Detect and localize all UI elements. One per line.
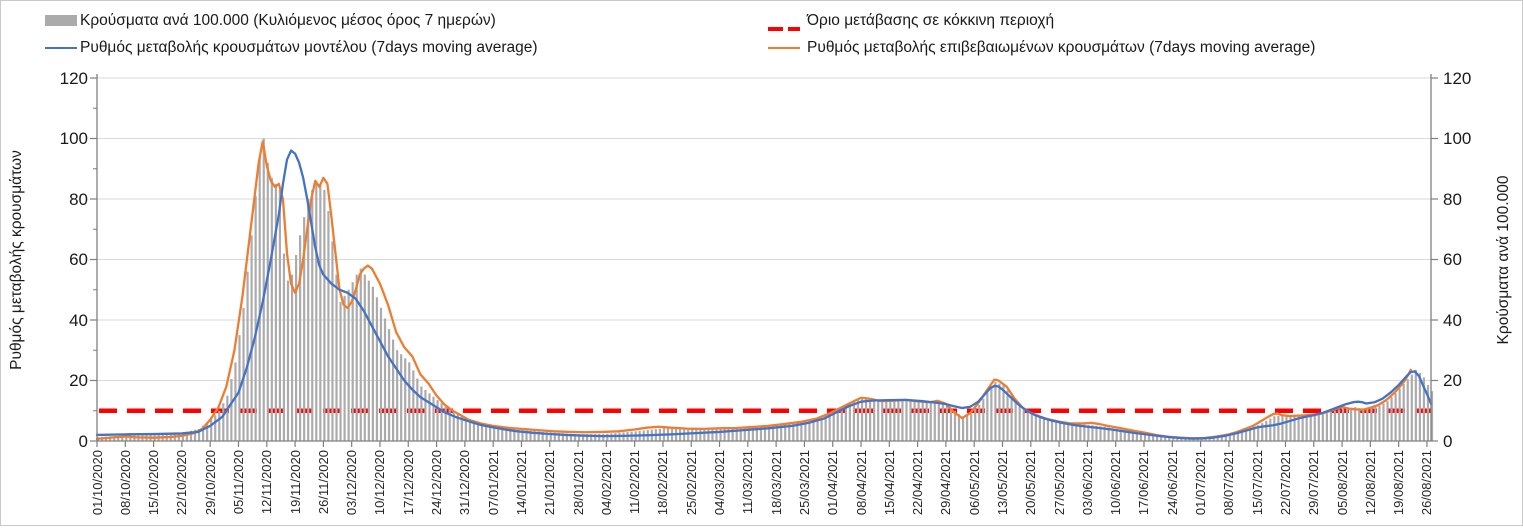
x-tick-label: 22/07/2021 bbox=[1277, 450, 1293, 516]
x-tick-label: 08/10/2020 bbox=[117, 450, 133, 516]
x-tick-label: 17/12/2020 bbox=[400, 450, 416, 516]
x-tick-label: 06/05/2021 bbox=[966, 450, 982, 516]
legend-swatch-threshold bbox=[768, 18, 802, 36]
x-tick-label: 21/01/2021 bbox=[542, 450, 558, 516]
x-tick-label: 03/12/2020 bbox=[344, 450, 360, 516]
x-tick-label: 19/08/2021 bbox=[1391, 450, 1407, 516]
x-tick-label: 20/05/2021 bbox=[1023, 450, 1039, 516]
x-tick-label: 19/11/2020 bbox=[287, 450, 303, 515]
left-axis-title: Ρυθμός μεταβολής κρουσμάτων bbox=[8, 150, 25, 370]
x-tick-label: 12/11/2020 bbox=[259, 450, 275, 515]
right-y-tick-label: 120 bbox=[1443, 68, 1472, 88]
left-y-tick-label: 0 bbox=[78, 431, 88, 451]
x-tick-label: 25/02/2021 bbox=[683, 450, 699, 516]
right-y-tick-label: 20 bbox=[1443, 371, 1462, 390]
x-tick-label: 22/10/2020 bbox=[174, 450, 190, 516]
x-tick-label: 15/07/2021 bbox=[1249, 450, 1265, 516]
legend-label-threshold: Όριο μετάβασης σε κόκκινη περιοχή bbox=[807, 12, 1055, 29]
left-y-tick-label: 60 bbox=[69, 250, 88, 269]
x-tick-label: 18/03/2021 bbox=[768, 450, 784, 516]
legend-label-confirmed-line: Ρυθμός μεταβολής επιβεβαιωμένων κρουσμάτ… bbox=[807, 39, 1316, 56]
x-tick-label: 17/06/2021 bbox=[1136, 450, 1152, 516]
x-tick-label: 01/07/2021 bbox=[1193, 450, 1209, 516]
left-y-tick-label: 80 bbox=[69, 189, 88, 209]
x-tick-label: 31/12/2020 bbox=[457, 450, 473, 516]
x-tick-label: 04/03/2021 bbox=[712, 450, 728, 516]
x-tick-label: 12/08/2021 bbox=[1362, 450, 1378, 516]
x-tick-label: 08/04/2021 bbox=[853, 450, 869, 516]
x-tick-label: 29/10/2020 bbox=[202, 450, 218, 516]
x-tick-label: 04/02/2021 bbox=[598, 450, 614, 516]
x-tick-label: 18/02/2021 bbox=[655, 450, 671, 516]
x-tick-label: 25/03/2021 bbox=[796, 450, 812, 516]
x-tick-label: 11/03/2021 bbox=[740, 450, 756, 515]
right-y-tick-label: 40 bbox=[1443, 310, 1462, 330]
right-y-tick-label: 100 bbox=[1443, 129, 1472, 148]
x-tick-label: 28/01/2021 bbox=[570, 450, 586, 516]
x-tick-label: 27/05/2021 bbox=[1051, 450, 1067, 516]
right-y-tick-label: 0 bbox=[1443, 431, 1453, 451]
left-y-tick-label: 120 bbox=[59, 68, 88, 88]
x-tick-label: 15/10/2020 bbox=[146, 450, 162, 516]
x-tick-label: 24/12/2020 bbox=[429, 450, 445, 516]
x-tick-label: 26/11/2020 bbox=[315, 450, 331, 515]
left-y-tick-label: 40 bbox=[69, 310, 88, 330]
x-tick-label: 14/01/2021 bbox=[513, 450, 529, 516]
confirmed-line-series bbox=[95, 140, 1412, 441]
x-tick-label: 08/07/2021 bbox=[1221, 450, 1237, 516]
x-tick-label: 01/04/2021 bbox=[825, 450, 841, 516]
x-tick-label: 13/05/2021 bbox=[995, 450, 1010, 516]
right-y-tick-label: 60 bbox=[1443, 250, 1462, 269]
legend-label-cases-bar: Κρούσματα ανά 100.000 (Κυλιόμενος μέσος … bbox=[80, 12, 496, 29]
x-tick-label: 29/07/2021 bbox=[1306, 450, 1322, 516]
x-tick-label: 24/06/2021 bbox=[1164, 450, 1180, 516]
x-tick-label: 26/08/2021 bbox=[1419, 450, 1435, 516]
left-y-tick-label: 20 bbox=[69, 371, 88, 390]
legend-swatch-confirmed-line bbox=[768, 47, 800, 50]
x-tick-label: 07/01/2021 bbox=[485, 450, 501, 516]
x-tick-label: 22/04/2021 bbox=[910, 450, 926, 516]
x-tick-label: 10/06/2021 bbox=[1108, 450, 1124, 516]
x-tick-label: 10/12/2020 bbox=[372, 450, 388, 516]
x-tick-label: 15/04/2021 bbox=[881, 450, 897, 516]
x-tick-label: 29/04/2021 bbox=[938, 450, 954, 516]
legend-swatch-model-line bbox=[45, 47, 77, 50]
x-tick-label: 01/10/2020 bbox=[89, 450, 105, 516]
x-tick-label: 11/02/2021 bbox=[627, 450, 643, 515]
model-line-series bbox=[95, 149, 1433, 440]
legend-swatch-cases-bar bbox=[45, 15, 77, 26]
right-y-tick-label: 80 bbox=[1443, 189, 1462, 209]
x-tick-label: 05/08/2021 bbox=[1334, 450, 1350, 516]
cases-bars-series bbox=[96, 138, 1434, 441]
legend-label-model-line: Ρυθμός μεταβολής κρουσμάτων μοντέλου (7d… bbox=[80, 39, 538, 56]
x-tick-label: 03/06/2021 bbox=[1079, 450, 1095, 516]
left-y-tick-label: 100 bbox=[59, 129, 88, 148]
x-tick-label: 05/11/2020 bbox=[230, 450, 246, 515]
